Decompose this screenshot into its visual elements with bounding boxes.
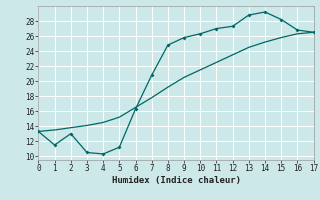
X-axis label: Humidex (Indice chaleur): Humidex (Indice chaleur): [111, 176, 241, 185]
